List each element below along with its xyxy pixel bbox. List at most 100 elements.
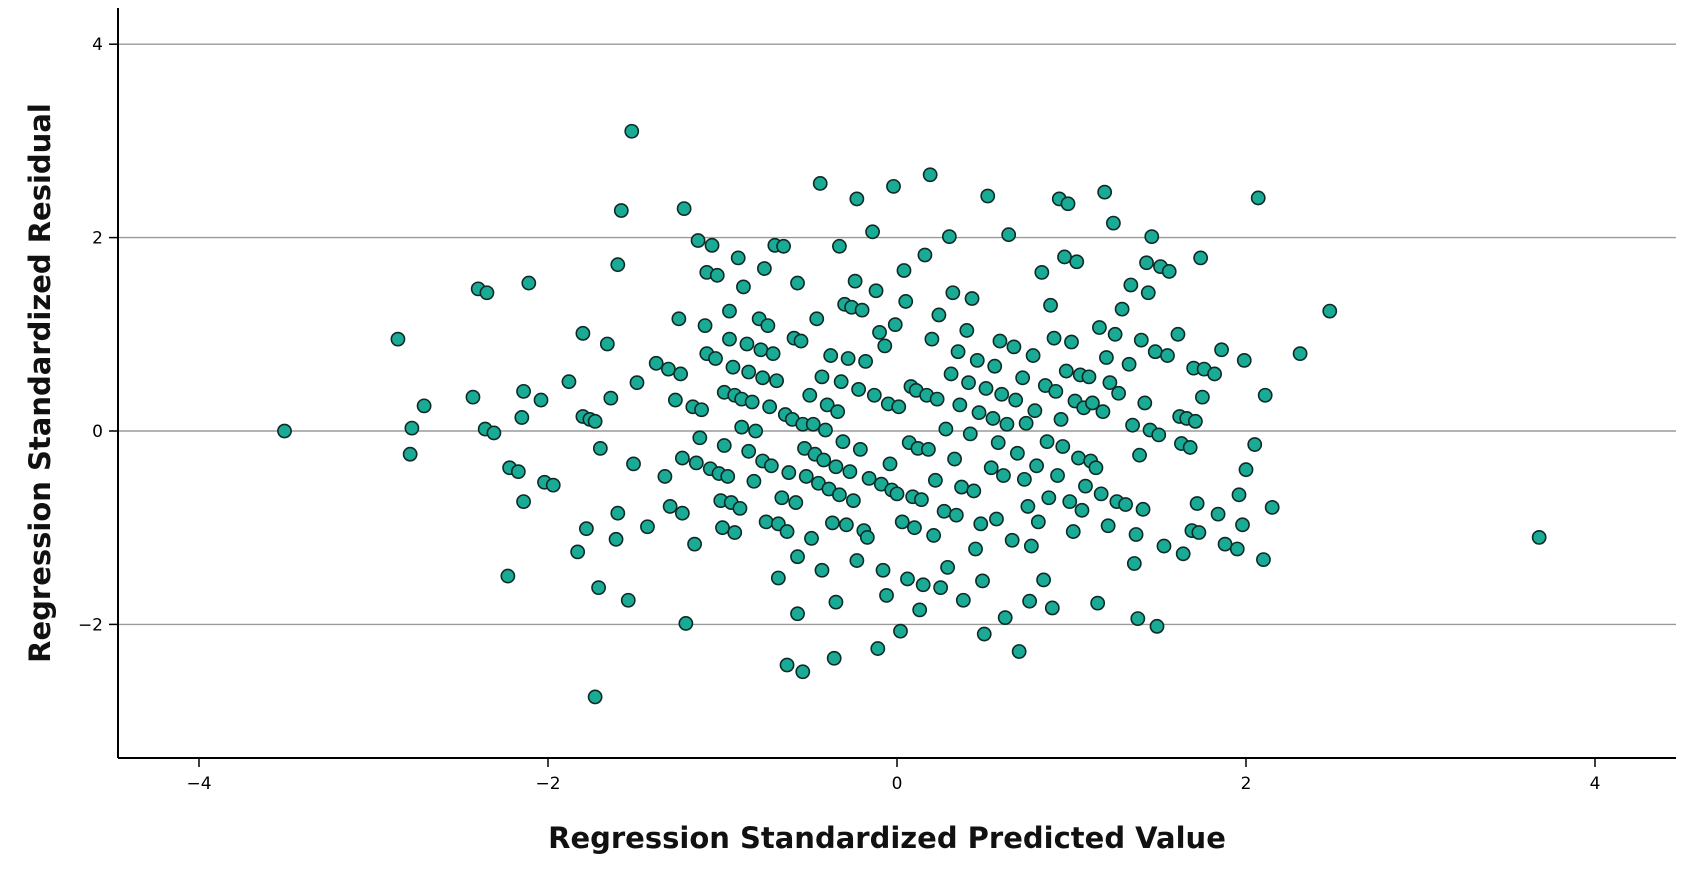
data-point [692,430,708,446]
data-point [1139,255,1154,271]
data-point [828,594,844,610]
data-point [608,531,624,547]
data-point [1191,525,1207,540]
data-point [870,641,886,656]
data-point [922,167,938,183]
data-point [849,191,865,207]
data-point [1064,334,1079,350]
data-point [763,458,779,474]
data-point [793,333,809,349]
data-point [1123,277,1139,293]
data-point [805,416,821,432]
data-point [950,344,966,360]
data-point [708,351,723,366]
data-point [1231,487,1247,503]
data-point [887,317,903,333]
data-point [741,443,757,459]
data-point [948,507,964,523]
data-point [924,331,940,347]
data-point [1105,215,1121,231]
data-point [825,515,840,531]
data-point [722,303,737,319]
data-point [849,553,865,568]
data-point [999,416,1015,432]
data-point [872,324,887,340]
data-point [776,238,791,254]
data-point [620,592,636,608]
data-point [1020,499,1036,514]
data-point [1160,348,1175,363]
data-point [736,279,751,295]
data-point [545,477,561,493]
data-point [661,361,676,377]
data-point [704,237,720,253]
data-point [875,562,891,578]
data-point [790,275,805,291]
data-point [1095,404,1111,420]
data-point [730,250,746,266]
data-point [1001,227,1017,243]
data-point [741,364,757,380]
data-point [1137,395,1153,411]
data-point [1102,375,1118,391]
data-point [1531,529,1547,545]
data-point [940,559,956,575]
data-point [851,382,867,397]
data-point [744,394,760,410]
data-point [973,516,989,532]
data-point [952,397,968,413]
data-point [828,459,844,475]
data-point [804,530,819,546]
data-point [1030,514,1046,530]
data-point [859,529,875,545]
data-point [852,441,868,457]
data-point [1207,366,1222,382]
data-point [1189,496,1205,511]
data-point [390,331,406,347]
data-point [1011,644,1027,659]
data-point [823,348,839,363]
data-point [1092,320,1107,335]
data-point [1170,326,1186,342]
data-point [756,261,772,276]
data-point [931,307,947,323]
data-point [1008,392,1024,408]
data-point [1046,330,1062,346]
data-point [1322,303,1338,319]
data-point [1071,450,1086,466]
data-point [1210,506,1226,522]
data-point [694,402,709,418]
data-point [818,422,833,438]
data-point [746,473,762,489]
data-point [1264,499,1280,515]
data-point [1125,417,1140,433]
data-point [1048,383,1064,399]
data-point [1132,447,1147,463]
data-point [1055,439,1071,454]
data-point [739,336,755,352]
data-point [1065,524,1081,539]
data-point [1060,196,1076,212]
x-tick-label: 4 [1590,774,1601,794]
data-point [945,285,961,301]
x-tick-label: −4 [186,774,211,794]
data-point [962,426,978,442]
data-point [795,664,811,680]
data-point [1217,536,1233,552]
data-point [1144,229,1160,245]
data-point [1010,445,1025,461]
data-point [720,469,736,484]
data-point [1257,387,1273,403]
data-point [500,568,516,584]
data-point [966,483,982,499]
data-point [912,602,928,618]
data-point [1194,389,1210,405]
data-point [479,285,495,301]
data-point [835,434,851,450]
y-tick-label: 2 [92,229,103,249]
data-point [788,495,804,510]
data-point [879,587,894,603]
axes [117,8,1676,759]
data-point [971,405,987,421]
data-point [667,392,683,408]
